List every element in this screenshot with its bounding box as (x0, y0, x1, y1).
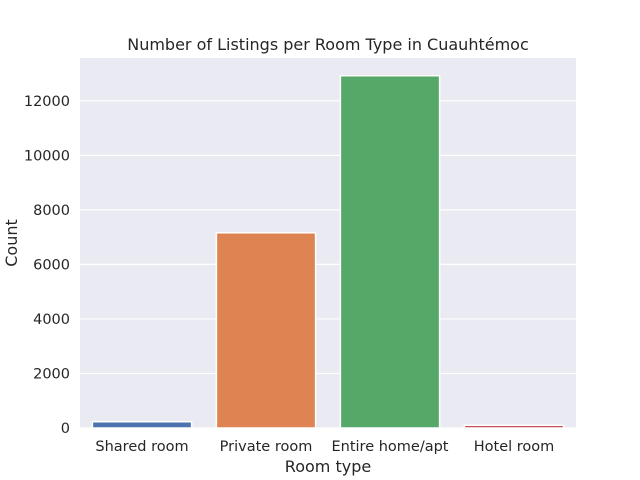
y-tick-labels: 0 2000 4000 6000 8000 10000 12000 (24, 94, 70, 437)
x-tick-label: Hotel room (474, 439, 555, 455)
x-tick-label: Private room (220, 439, 313, 455)
y-tick-label: 10000 (24, 148, 70, 164)
y-axis-label: Count (2, 219, 21, 267)
y-gridlines (80, 100, 576, 429)
y-tick-label: 4000 (33, 312, 70, 328)
y-tick-label: 6000 (33, 257, 70, 273)
plot-area (80, 58, 576, 428)
bar (339, 74, 441, 429)
bar (91, 420, 193, 429)
bar (215, 232, 317, 429)
y-tick-label: 8000 (33, 203, 70, 219)
chart-title: Number of Listings per Room Type in Cuau… (127, 35, 529, 54)
bars (91, 74, 565, 429)
y-tick-label: 12000 (24, 94, 70, 110)
x-tick-label: Shared room (95, 439, 188, 455)
y-tick-label: 0 (61, 421, 70, 437)
x-tick-label: Entire home/apt (331, 439, 448, 455)
x-tick-labels: Shared room Private room Entire home/apt Ho… (95, 439, 554, 455)
x-axis-label: Room type (285, 457, 371, 476)
y-tick-label: 2000 (33, 366, 70, 382)
bar (463, 424, 565, 429)
